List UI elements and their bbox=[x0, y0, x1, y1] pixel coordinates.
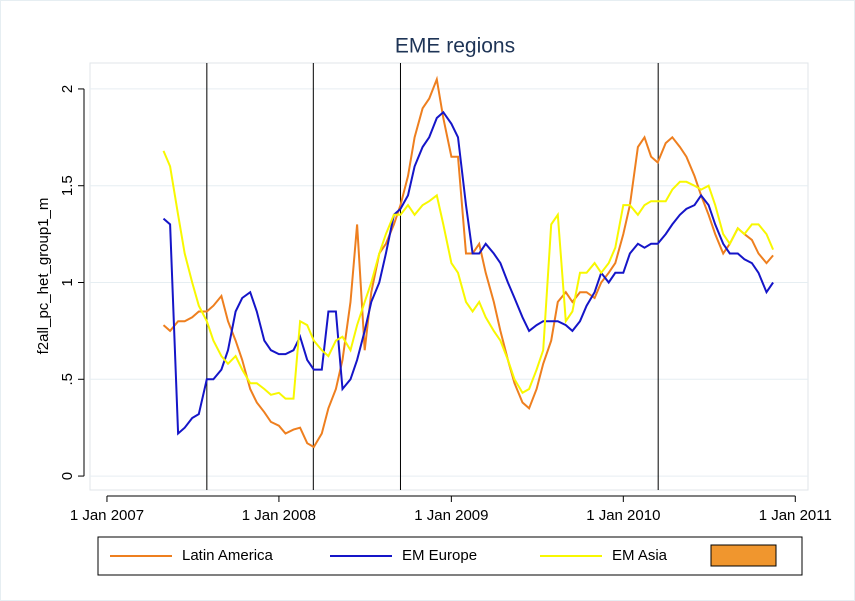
x-tick-label: 1 Jan 2007 bbox=[70, 507, 144, 524]
y-tick-label: 1 bbox=[59, 278, 76, 286]
y-tick-label: 2 bbox=[59, 85, 76, 93]
legend-swatch bbox=[710, 544, 777, 567]
y-tick-label: .5 bbox=[59, 373, 76, 386]
x-tick-label: 1 Jan 2010 bbox=[586, 507, 660, 524]
x-tick-label: 1 Jan 2009 bbox=[414, 507, 488, 524]
y-tick-label: 0 bbox=[59, 472, 76, 480]
legend-label: EM Europe bbox=[402, 547, 477, 564]
x-tick-label: 1 Jan 2008 bbox=[242, 507, 316, 524]
series-line bbox=[162, 75, 774, 449]
series-line bbox=[162, 150, 775, 400]
legend bbox=[97, 536, 803, 576]
legend-label: Latin America bbox=[182, 547, 274, 564]
series-line bbox=[162, 110, 774, 436]
y-axis-title: f2all_pc_het_group1_m bbox=[35, 198, 52, 355]
legend-label: EM Asia bbox=[612, 547, 668, 564]
y-tick-label: 1.5 bbox=[59, 175, 76, 196]
chart-title: EME regions bbox=[395, 35, 515, 58]
plot-area bbox=[89, 62, 809, 491]
x-tick-label: 1 Jan 2011 bbox=[759, 507, 832, 524]
